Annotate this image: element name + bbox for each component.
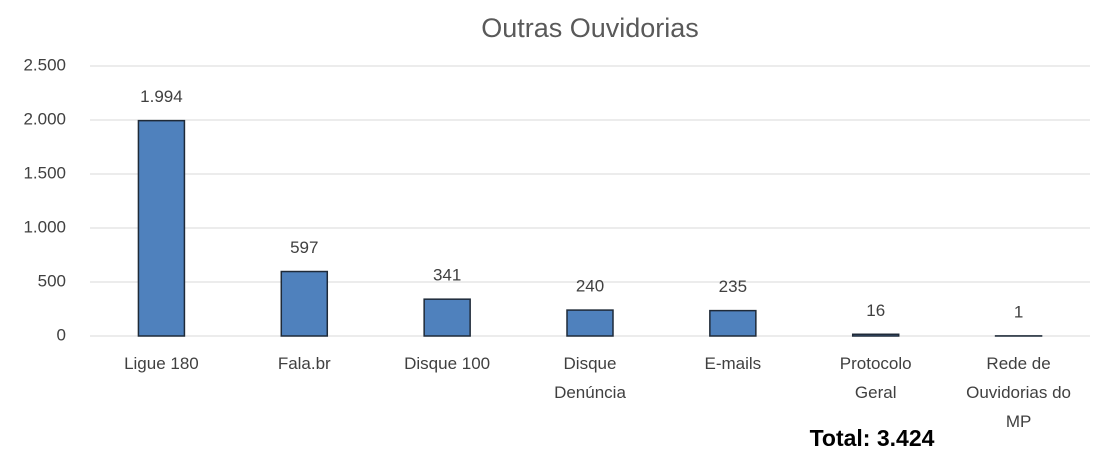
y-tick-label: 1.500 (23, 163, 66, 182)
data-label: 240 (576, 277, 604, 296)
x-tick-label: Fala.br (278, 354, 331, 373)
y-tick-label: 2.500 (23, 55, 66, 74)
chart-title: Outras Ouvidorias (481, 13, 699, 43)
bar (851, 333, 900, 337)
x-tick-label: Disque 100 (404, 354, 490, 373)
x-tick-label: Protocolo Geral (840, 354, 912, 402)
data-label: 341 (433, 266, 461, 285)
y-tick-label: 500 (38, 271, 66, 290)
bar (423, 298, 471, 337)
data-label: 1 (1014, 302, 1023, 321)
x-tick-label: E-mails (705, 354, 762, 373)
data-label: 16 (866, 301, 885, 320)
y-tick-label: 2.000 (23, 109, 66, 128)
data-label: 597 (290, 238, 318, 257)
total-annotation: Total: 3.424 (810, 425, 935, 451)
data-label: 235 (719, 277, 747, 296)
x-tick-label: Ligue 180 (124, 354, 199, 373)
bar (709, 309, 757, 337)
y-tick-label: 1.000 (23, 217, 66, 236)
x-tick-label: Disque Denúncia (554, 354, 626, 402)
bar (137, 119, 186, 337)
bar (280, 270, 329, 337)
bar (566, 309, 614, 337)
data-label: 1.994 (140, 87, 183, 106)
x-tick-label: Rede de Ouvidorias do MP (966, 354, 1071, 431)
y-tick-label: 0 (57, 325, 66, 344)
